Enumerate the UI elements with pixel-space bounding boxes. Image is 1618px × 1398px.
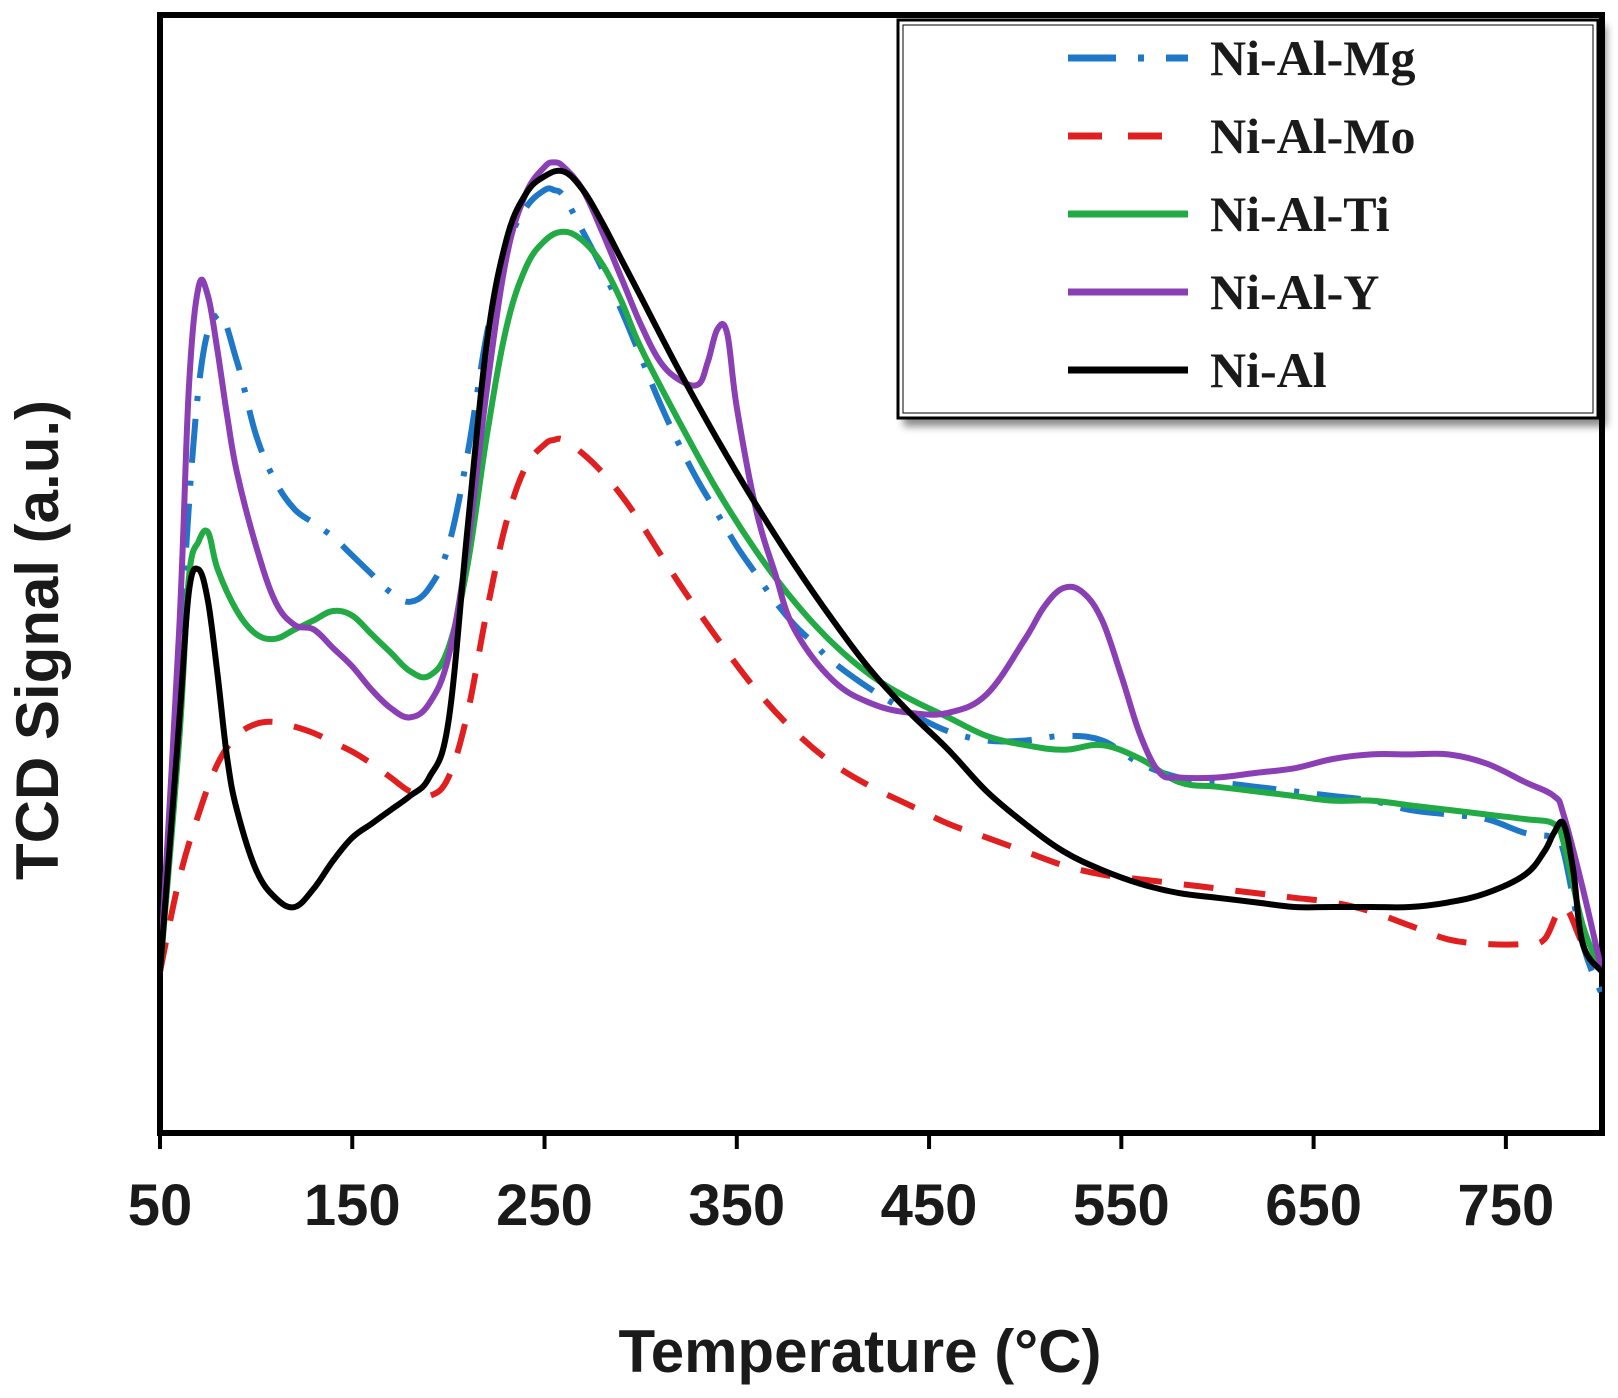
legend-label-ni-al-mo: Ni-Al-Mo bbox=[1210, 108, 1416, 164]
x-tick-label-150: 150 bbox=[304, 1173, 401, 1238]
x-tick-label-250: 250 bbox=[496, 1173, 593, 1238]
legend-box bbox=[896, 18, 1600, 420]
legend-label-ni-al-y: Ni-Al-Y bbox=[1210, 264, 1379, 320]
x-tick-label-550: 550 bbox=[1073, 1173, 1170, 1238]
legend-entries: Ni-Al-Mg Ni-Al-Mo Ni-Al-Ti Ni-Al-Y Ni-Al bbox=[1068, 30, 1416, 398]
x-tick-label-350: 350 bbox=[688, 1173, 785, 1238]
x-tick-label-450: 450 bbox=[881, 1173, 978, 1238]
x-tick-label-50: 50 bbox=[128, 1173, 193, 1238]
legend-label-ni-al: Ni-Al bbox=[1210, 342, 1327, 398]
x-axis-label: Temperature (°C) bbox=[619, 1318, 1102, 1385]
series-line-ni-al-mg bbox=[160, 185, 1602, 997]
x-axis-ticks bbox=[158, 1133, 1508, 1149]
y-axis-label: TCD Signal (a.u.) bbox=[4, 400, 71, 880]
x-axis-tick-labels: 50 150 250 350 450 550 650 750 bbox=[128, 1173, 1555, 1238]
legend-label-ni-al-ti: Ni-Al-Ti bbox=[1210, 186, 1390, 242]
series-line-ni-al-ti bbox=[160, 228, 1602, 974]
series-layer bbox=[160, 159, 1602, 997]
series-line-ni-al-y bbox=[160, 159, 1602, 973]
x-tick-label-750: 750 bbox=[1457, 1173, 1554, 1238]
x-tick-label-650: 650 bbox=[1265, 1173, 1362, 1238]
legend-label-ni-al-mg: Ni-Al-Mg bbox=[1210, 30, 1416, 86]
series-line-ni-al bbox=[160, 167, 1602, 974]
legend: Ni-Al-Mg Ni-Al-Mo Ni-Al-Ti Ni-Al-Y Ni-Al bbox=[896, 18, 1600, 420]
